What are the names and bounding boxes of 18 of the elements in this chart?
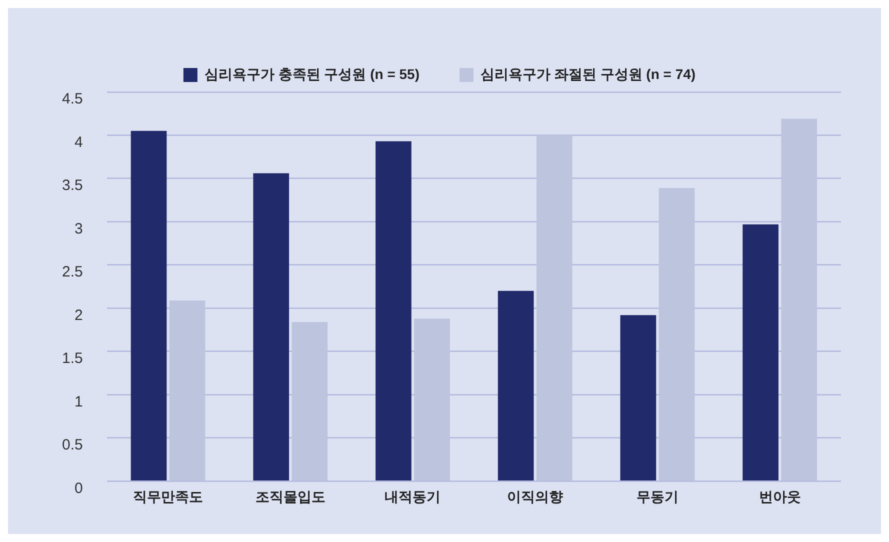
y-tick-label: 4 [74, 134, 83, 151]
y-tick-label: 3 [74, 220, 83, 238]
y-tick-label: 3.5 [62, 177, 83, 194]
x-tick-label: 직무만족도 [133, 488, 204, 504]
x-tick-label: 조직몰입도 [255, 488, 326, 504]
y-tick-label: 0.5 [62, 436, 83, 454]
x-tick-label: 무동기 [636, 488, 678, 504]
y-tick-label: 1 [74, 393, 83, 410]
x-tick-label: 내적동기 [384, 488, 441, 504]
y-tick-label: 1.5 [62, 350, 83, 368]
y-tick-label: 4.5 [62, 90, 83, 108]
legend-label: 심리욕구가 충족된 구성원 (n = 55) [204, 66, 420, 82]
y-tick-label: 0 [74, 480, 83, 497]
x-tick-label: 번아웃 [758, 488, 801, 504]
y-tick-label: 2 [74, 306, 83, 324]
legend-label: 심리욕구가 좌절된 구성원 (n = 74) [480, 66, 696, 82]
x-tick-label: 이직의향 [507, 488, 564, 504]
y-tick-label: 2.5 [62, 264, 83, 281]
